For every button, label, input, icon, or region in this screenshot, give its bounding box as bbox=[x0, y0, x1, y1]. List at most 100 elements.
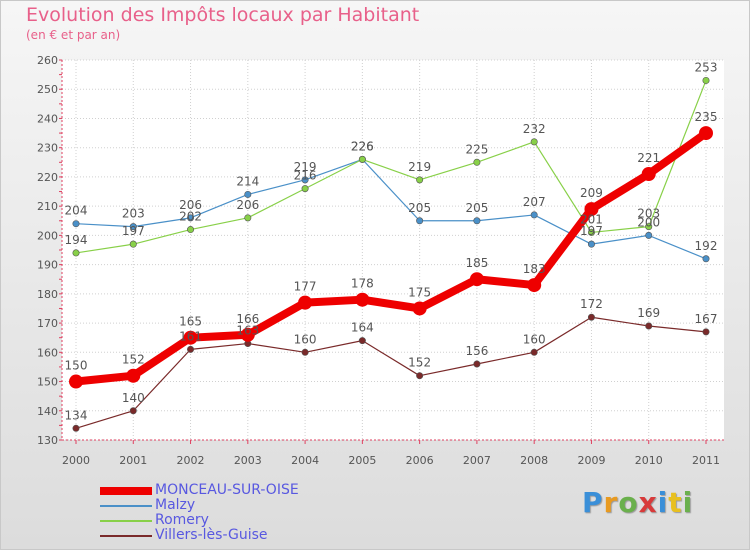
data-label-monceau-sur-oise: 209 bbox=[580, 186, 603, 200]
x-tick-label: 2005 bbox=[348, 454, 376, 467]
data-point-villers-l-s-guise bbox=[72, 424, 80, 432]
data-label-villers-l-s-guise: 172 bbox=[580, 297, 603, 311]
x-tick-label: 2000 bbox=[62, 454, 90, 467]
data-point-monceau-sur-oise bbox=[183, 330, 198, 345]
chart-title: Evolution des Impôts locaux par Habitant bbox=[26, 4, 420, 26]
data-point-monceau-sur-oise bbox=[240, 327, 255, 342]
data-label-malzy: 204 bbox=[65, 204, 88, 218]
data-point-romery bbox=[244, 214, 252, 222]
data-point-villers-l-s-guise bbox=[187, 345, 195, 353]
data-point-romery bbox=[416, 176, 424, 184]
logo-letter: P bbox=[582, 486, 604, 519]
data-label-monceau-sur-oise: 177 bbox=[294, 280, 317, 294]
data-label-monceau-sur-oise: 150 bbox=[65, 359, 88, 373]
data-label-monceau-sur-oise: 235 bbox=[695, 110, 718, 124]
data-label-villers-l-s-guise: 163 bbox=[236, 324, 259, 338]
data-point-monceau-sur-oise bbox=[298, 295, 313, 310]
logo-letter: t bbox=[668, 486, 683, 519]
data-label-villers-l-s-guise: 160 bbox=[294, 332, 317, 346]
data-label-monceau-sur-oise: 152 bbox=[122, 353, 145, 367]
legend-swatch bbox=[100, 505, 152, 507]
data-label-monceau-sur-oise: 166 bbox=[236, 312, 259, 326]
data-label-romery: 232 bbox=[523, 122, 546, 136]
data-point-villers-l-s-guise bbox=[358, 337, 366, 345]
data-point-villers-l-s-guise bbox=[587, 313, 595, 321]
data-point-romery bbox=[129, 240, 137, 248]
data-label-romery: 202 bbox=[179, 210, 202, 224]
data-label-romery: 253 bbox=[695, 60, 718, 74]
data-point-villers-l-s-guise bbox=[129, 407, 137, 415]
x-tick-label: 2001 bbox=[119, 454, 147, 467]
plot-area bbox=[62, 60, 724, 440]
logo-letter: r bbox=[603, 486, 619, 519]
data-point-monceau-sur-oise bbox=[469, 272, 484, 287]
data-label-malzy: 192 bbox=[695, 239, 718, 253]
data-label-villers-l-s-guise: 164 bbox=[351, 321, 374, 335]
data-point-malzy bbox=[416, 217, 424, 225]
data-point-romery bbox=[358, 155, 366, 163]
data-label-malzy: 200 bbox=[637, 215, 660, 229]
data-point-romery bbox=[587, 228, 595, 236]
y-tick-label: 130 bbox=[37, 434, 58, 447]
x-tick-label: 2003 bbox=[234, 454, 262, 467]
chart-subtitle: (en € et par an) bbox=[26, 28, 121, 42]
y-tick-label: 220 bbox=[37, 171, 58, 184]
data-point-romery bbox=[187, 226, 195, 234]
data-label-monceau-sur-oise: 185 bbox=[465, 256, 488, 270]
logo-letter: i bbox=[682, 486, 694, 519]
data-point-malzy bbox=[244, 190, 252, 198]
data-point-malzy bbox=[129, 223, 137, 231]
data-point-malzy bbox=[473, 217, 481, 225]
y-tick-label: 140 bbox=[37, 405, 58, 418]
data-point-malzy bbox=[587, 240, 595, 248]
data-point-villers-l-s-guise bbox=[416, 372, 424, 380]
legend-label: MONCEAU-SUR-OISE bbox=[155, 482, 299, 498]
data-point-romery bbox=[645, 223, 653, 231]
x-tick-label: 2002 bbox=[177, 454, 205, 467]
data-point-villers-l-s-guise bbox=[301, 348, 309, 356]
data-point-romery bbox=[473, 158, 481, 166]
data-label-villers-l-s-guise: 156 bbox=[465, 344, 488, 358]
series-line-villers-l-s-guise bbox=[75, 316, 707, 429]
x-tick-label: 2006 bbox=[406, 454, 434, 467]
y-tick-label: 230 bbox=[37, 142, 58, 155]
data-point-villers-l-s-guise bbox=[645, 322, 653, 330]
data-label-romery: 203 bbox=[637, 207, 660, 221]
data-label-malzy: 197 bbox=[580, 224, 603, 238]
y-tick-label: 240 bbox=[37, 112, 58, 125]
data-label-monceau-sur-oise: 178 bbox=[351, 277, 374, 291]
data-label-monceau-sur-oise: 221 bbox=[637, 151, 660, 165]
data-point-malzy bbox=[645, 231, 653, 239]
y-tick-label: 250 bbox=[37, 83, 58, 96]
x-tick-label: 2007 bbox=[463, 454, 491, 467]
series-line-monceau-sur-oise bbox=[75, 129, 709, 386]
x-tick-label: 2009 bbox=[577, 454, 605, 467]
data-label-malzy: 205 bbox=[465, 201, 488, 215]
data-point-malzy bbox=[301, 176, 309, 184]
data-label-monceau-sur-oise: 175 bbox=[408, 285, 431, 299]
data-point-malzy bbox=[187, 214, 195, 222]
data-point-romery bbox=[530, 138, 538, 146]
logo-letter: x bbox=[638, 486, 658, 519]
data-label-villers-l-s-guise: 161 bbox=[179, 329, 202, 343]
data-point-malzy bbox=[72, 220, 80, 228]
data-point-villers-l-s-guise bbox=[702, 328, 710, 336]
data-label-romery: 201 bbox=[580, 212, 603, 226]
data-point-villers-l-s-guise bbox=[473, 360, 481, 368]
series-line-malzy bbox=[75, 158, 707, 260]
data-label-villers-l-s-guise: 160 bbox=[523, 332, 546, 346]
y-tick-label: 160 bbox=[37, 346, 58, 359]
data-label-villers-l-s-guise: 140 bbox=[122, 391, 145, 405]
proxiti-logo: Proxiti bbox=[582, 486, 693, 519]
data-label-romery: 197 bbox=[122, 224, 145, 238]
legend-label: Villers-lès-Guise bbox=[155, 527, 268, 543]
data-point-romery bbox=[301, 185, 309, 193]
data-point-romery bbox=[72, 249, 80, 257]
data-label-romery: 225 bbox=[465, 142, 488, 156]
legend-swatch bbox=[100, 487, 152, 495]
legend-label: Malzy bbox=[155, 497, 196, 513]
series-line-romery bbox=[75, 80, 707, 254]
legend-swatch bbox=[100, 535, 152, 537]
data-label-romery: 216 bbox=[294, 169, 317, 183]
